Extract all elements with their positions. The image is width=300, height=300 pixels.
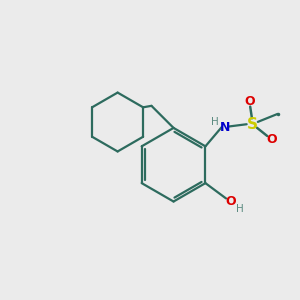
Text: O: O — [244, 95, 255, 108]
Text: O: O — [266, 133, 277, 146]
Text: S: S — [247, 117, 258, 132]
Text: N: N — [220, 121, 230, 134]
Text: O: O — [225, 195, 236, 208]
Text: H: H — [236, 204, 244, 214]
Text: H: H — [211, 117, 219, 127]
